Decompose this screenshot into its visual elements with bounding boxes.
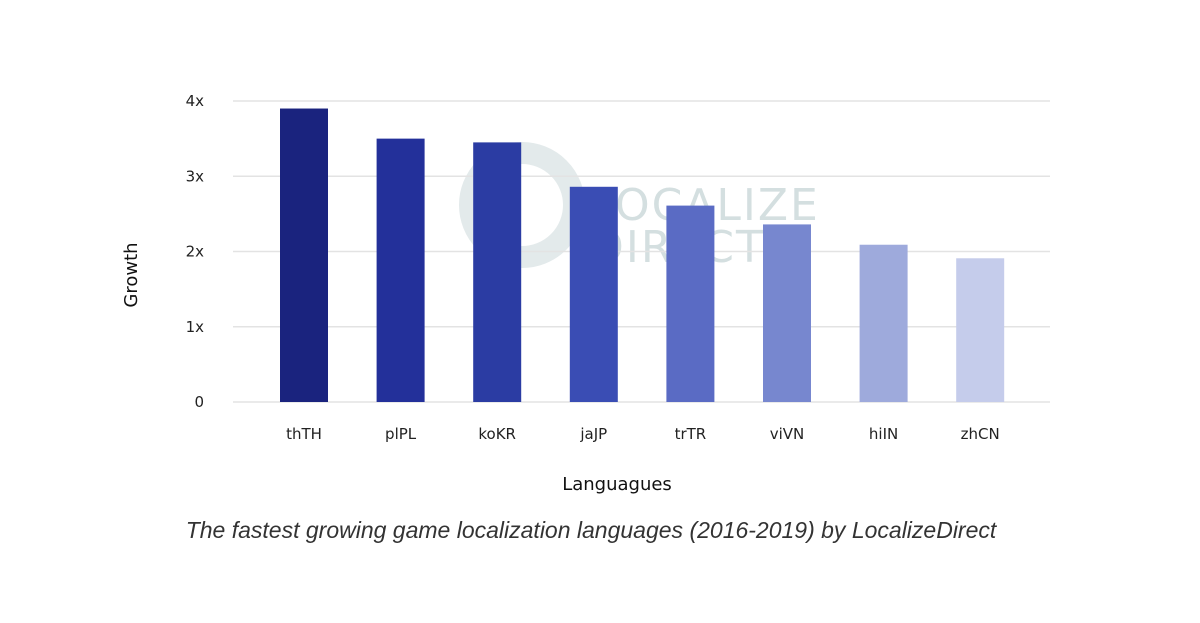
y-tick-label: 2x xyxy=(186,243,205,261)
bar-trTR xyxy=(666,205,715,402)
x-tick-label: plPL xyxy=(385,425,417,443)
bar-plPL xyxy=(376,138,425,402)
bar-zhCN xyxy=(956,258,1005,402)
bars xyxy=(280,108,1005,403)
bar-koKR xyxy=(473,142,522,402)
x-tick-label: koKR xyxy=(478,425,516,443)
x-tick-label: hiIN xyxy=(869,425,898,443)
figure-caption: The fastest growing game localization la… xyxy=(185,517,997,543)
y-tick-label: 1x xyxy=(186,318,205,336)
x-tick-label: thTH xyxy=(286,425,322,443)
x-axis-ticks: thTH plPL koKR jaJP trTR viVN hiIN zhCN xyxy=(286,425,1000,443)
bar-thTH xyxy=(280,108,328,403)
y-axis-ticks: 0 1x 2x 3x 4x xyxy=(186,92,205,411)
bar-jaJP xyxy=(569,186,618,402)
y-tick-label: 4x xyxy=(186,92,205,110)
x-tick-label: jaJP xyxy=(579,425,607,443)
x-tick-label: trTR xyxy=(675,425,707,443)
x-tick-label: zhCN xyxy=(961,425,1000,443)
bar-viVN xyxy=(763,224,811,402)
bar-hiIN xyxy=(859,244,908,402)
y-tick-label: 3x xyxy=(186,167,205,185)
grid-lines xyxy=(233,100,1050,403)
x-axis-title: Languagues xyxy=(562,474,672,495)
y-tick-label: 0 xyxy=(194,393,204,411)
y-axis-title: Growth xyxy=(121,242,142,307)
x-tick-label: viVN xyxy=(770,425,805,443)
